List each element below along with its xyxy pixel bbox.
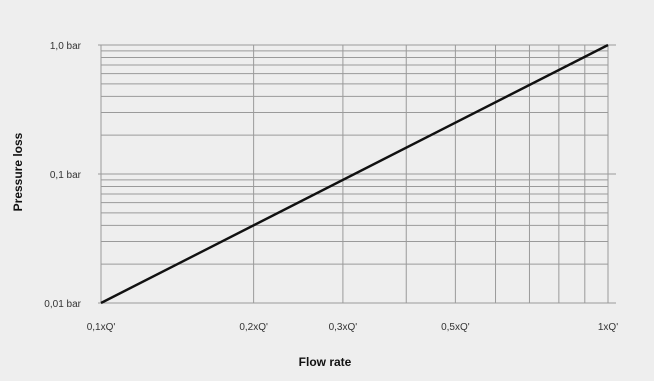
- y-tick-label: 1,0 bar: [50, 41, 82, 52]
- tick-labels: 0,1xQ' 0,2xQ' 0,3xQ' 0,5xQ' 1xQ' 0,01 bar 0,1 …: [44, 41, 618, 333]
- y-tick-label: 0,01 bar: [44, 299, 81, 310]
- y-axis-title: Pressure loss: [11, 132, 25, 211]
- grid: [98, 44, 616, 304]
- x-tick-label: 0,1xQ': [87, 322, 116, 333]
- x-tick-label: 0,2xQ': [239, 322, 268, 333]
- y-tick-label: 0,1 bar: [50, 170, 82, 181]
- series-line: [100, 43, 609, 305]
- x-tick-label: 0,5xQ': [441, 322, 470, 333]
- series: [100, 43, 609, 305]
- x-axis-title: Flow rate: [299, 355, 352, 369]
- x-tick-label: 1xQ': [598, 322, 618, 333]
- x-tick-label: 0,3xQ': [329, 322, 358, 333]
